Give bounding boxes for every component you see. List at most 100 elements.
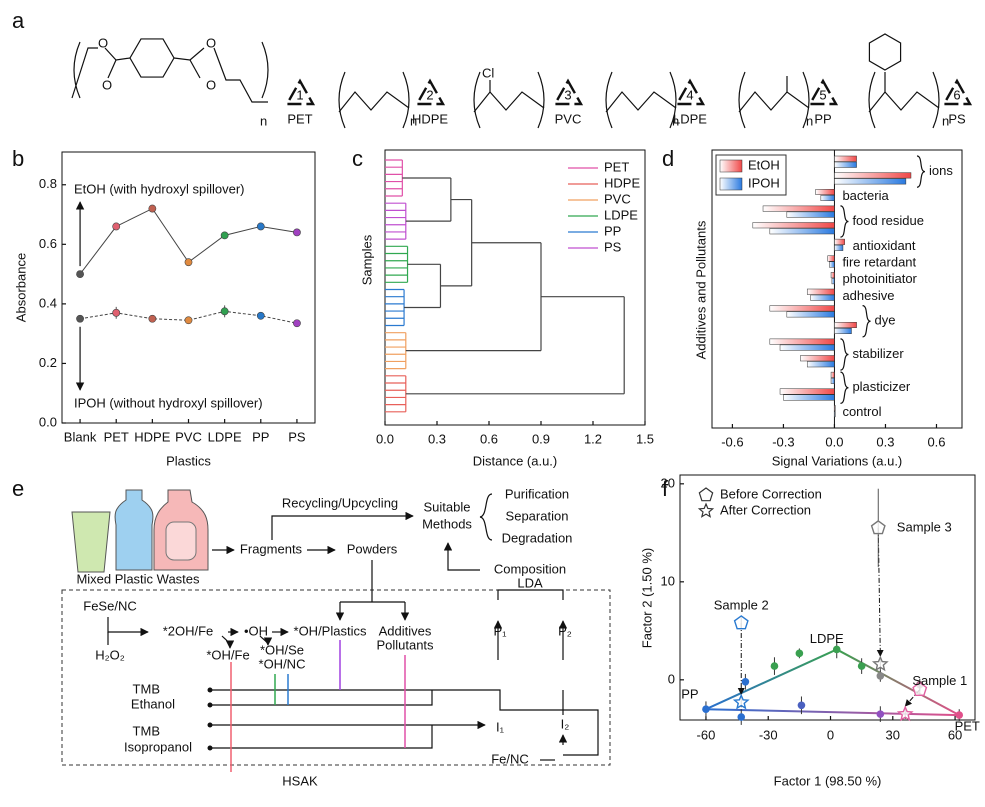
plot-frame: [679, 474, 976, 721]
data-point: [148, 314, 157, 323]
recycle-symbol: [807, 78, 839, 106]
recycle-number: 2: [426, 87, 433, 102]
bracket: [802, 71, 810, 129]
process-text: Composition: [494, 561, 566, 576]
annotation: EtOH (with hydroxyl spillover): [74, 181, 245, 196]
bracket: [669, 71, 677, 129]
bracket: [932, 71, 940, 129]
x-tick-label: 0.0: [825, 434, 843, 449]
benzene: [129, 38, 175, 78]
sample-label: Sample 3: [897, 519, 952, 534]
process-text: Pollutants: [376, 637, 434, 652]
bracket: [537, 71, 545, 129]
pet-ester-right: [173, 47, 205, 61]
polymer-name: PVC: [555, 111, 582, 126]
junction: [207, 722, 213, 728]
polymer-name: PET: [287, 111, 312, 126]
data-point: [184, 316, 193, 325]
process-text: Additives: [379, 623, 432, 638]
process-text: •OH: [244, 623, 268, 638]
recycle-symbol: [414, 78, 446, 106]
y-axis-label: Absorbance: [13, 253, 28, 322]
bar: [830, 371, 835, 378]
x-tick-label: HDPE: [134, 429, 170, 444]
bar: [834, 405, 836, 412]
jug-label: [165, 521, 197, 561]
pet-ethylene: [213, 47, 268, 103]
process-text: Ethanol: [131, 696, 175, 711]
mixing-line: [836, 648, 960, 716]
process-text: P₁: [493, 623, 507, 638]
chain: [473, 91, 545, 113]
bracket: [402, 71, 410, 129]
process-text: FeSe/NC: [83, 598, 136, 613]
data-point: [220, 307, 229, 316]
bar: [779, 344, 835, 351]
bracket: [738, 71, 746, 129]
legend-label: PS: [604, 239, 622, 254]
process-text: *OH/Se: [260, 642, 304, 657]
bar: [834, 178, 907, 185]
x-tick-label: -60: [697, 727, 716, 742]
data-point: [832, 645, 841, 654]
carbonyl: [107, 59, 117, 79]
bar: [834, 238, 845, 245]
repeat-n: n: [410, 113, 417, 128]
x-tick-label: PS: [288, 429, 306, 444]
y-axis-label: Factor 2 (1.50 %): [639, 548, 654, 648]
chain: [338, 91, 410, 113]
bar: [829, 261, 835, 268]
bar: [834, 322, 857, 328]
process-text: H₂O₂: [95, 647, 125, 662]
recycle-number: 5: [819, 87, 826, 102]
x-tick-label: 0.3: [876, 434, 894, 449]
sample-marker: [733, 615, 749, 630]
bottle-icon: [114, 489, 154, 571]
waste-icons: [71, 489, 209, 573]
bar: [834, 161, 857, 168]
y-tick-label: 0.0: [39, 414, 57, 429]
data-point: [220, 231, 229, 240]
chain: [738, 91, 810, 113]
recycle-number: 3: [564, 87, 571, 102]
data-point: [76, 270, 84, 278]
bracket: [73, 41, 81, 99]
legend-marker: [698, 487, 714, 502]
pet-chain: [71, 47, 98, 99]
legend-label: PET: [604, 159, 629, 174]
bar: [830, 272, 835, 279]
data-point: [737, 713, 746, 721]
oxygen: O: [206, 77, 216, 92]
polymer-name: LDPE: [673, 111, 707, 126]
annotation: IPOH (without hydroxyl spillover): [74, 395, 263, 410]
x-tick-label: PET: [104, 429, 129, 444]
benzene: [868, 33, 902, 71]
group-label: ions: [929, 163, 953, 178]
sample-marker: [896, 705, 914, 722]
group-label: dye: [875, 313, 896, 328]
group-label: fire retardant: [842, 255, 916, 270]
bar: [820, 195, 835, 201]
pet-ester-left: [104, 47, 131, 61]
data-point: [293, 319, 301, 328]
legend-label: PP: [604, 223, 621, 238]
bar: [834, 155, 857, 162]
data-point: [876, 672, 885, 680]
panel-label: f: [662, 476, 669, 501]
x-tick-label: Blank: [64, 429, 97, 444]
bar: [831, 278, 835, 285]
x-tick-label: PP: [252, 429, 269, 444]
x-axis-label: Factor 1 (98.50 %): [774, 773, 882, 788]
repeat-n: n: [672, 113, 679, 128]
group-label: food residue: [852, 213, 924, 228]
data-point: [112, 222, 121, 231]
process-text: Mixed Plastic Wastes: [76, 571, 200, 586]
vertex-label: PP: [681, 687, 698, 702]
panel-label: e: [12, 476, 24, 501]
process-text: Isopropanol: [124, 739, 192, 754]
y-tick-label: 0.6: [39, 236, 57, 251]
repeat-n: n: [806, 113, 813, 128]
chlorine: Cl: [482, 65, 494, 80]
bracket: [338, 71, 346, 129]
process-text: Recycling/Upcycling: [282, 495, 398, 510]
